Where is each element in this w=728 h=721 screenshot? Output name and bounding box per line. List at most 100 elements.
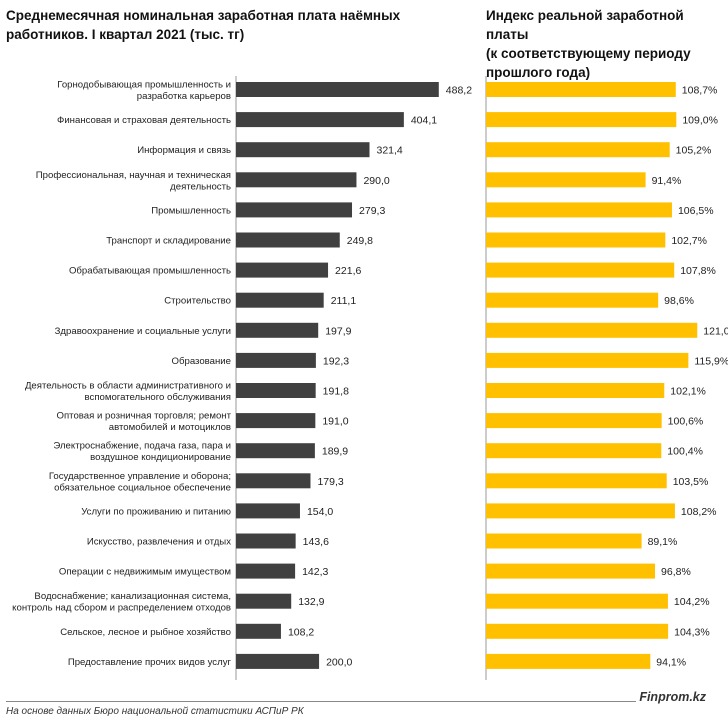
left-bar-value: 142,3 [302,566,328,578]
right-bars-group: 108,7% 109,0% 105,2% 91,4% 106,5% 102,7% 107,8… [486,82,728,669]
right-bar-value: 103,5% [673,476,709,488]
category-label: Промышленность [151,205,231,216]
left-bar [236,443,315,459]
right-bar-value: 108,7% [682,85,718,97]
category-label: Электроснабжение, подача газа, пара и воз… [53,441,231,464]
right-bar [486,473,667,489]
left-bar-value: 290,0 [363,175,389,187]
left-bar [236,383,316,398]
right-bar-value: 104,3% [674,626,710,638]
right-bar-value: 108,2% [681,506,717,518]
right-bar-value: 102,7% [671,235,707,247]
right-bar [486,503,675,519]
left-bar [236,503,300,519]
left-bar [236,112,404,128]
left-bar-value: 179,3 [317,476,343,488]
right-bar [486,142,670,158]
right-bar-value: 100,4% [667,446,703,458]
right-bar [486,563,656,579]
right-bar-value: 121,0% [703,325,728,337]
right-bar-value: 115,9% [694,355,728,367]
footer-divider [6,701,636,702]
bar-charts: 488,2 Горнодобывающая промышленность и раз… [12,76,728,680]
right-bar [486,202,672,218]
left-bar-value: 249,8 [347,235,373,247]
category-label: Искусство, развлечения и отдых [87,537,231,548]
left-bar [236,623,281,639]
left-bar-value: 108,2 [288,626,314,638]
left-bar-value: 189,9 [322,446,348,458]
right-bar [486,593,668,609]
left-bar-value: 132,9 [298,596,324,608]
right-bar [486,112,677,128]
category-label: Водоснабжение; канализационная система, к… [12,591,231,614]
source-note: На основе данных Бюро национальной стати… [6,706,304,717]
right-bar [486,262,675,278]
left-bar [236,533,296,549]
category-label: Транспорт и складирование [106,236,231,247]
left-bar-value: 211,1 [331,295,357,307]
right-bar [486,383,665,398]
left-bar [236,352,316,368]
category-label: Здравоохранение и социальные услуги [55,326,231,337]
left-bars-group: 488,2 Горнодобывающая промышленность и раз… [12,80,472,669]
right-bar [486,443,662,459]
left-bar [236,593,292,609]
right-bar-value: 94,1% [656,656,686,668]
left-bar-value: 143,6 [303,536,329,548]
left-bar [236,172,357,188]
category-label: Предоставление прочих видов услуг [68,657,232,668]
right-bar [486,232,666,248]
left-bar [236,202,353,218]
right-bar [486,413,662,429]
right-chart-title: Индекс реальной заработной платы (к соот… [486,8,691,80]
right-bar-value: 89,1% [648,536,678,548]
right-bar-value: 96,8% [661,566,691,578]
left-bar-value: 154,0 [307,506,333,518]
left-bar-value: 192,3 [323,355,349,367]
right-bar-value: 107,8% [680,265,716,277]
right-bar [486,623,669,639]
category-label: Информация и связь [137,145,231,156]
right-bar [486,352,689,368]
category-label: Обрабатывающая промышленность [69,266,231,277]
left-bar [236,413,316,429]
right-bar [486,172,646,188]
category-label: Оптовая и розничная торговля; ремонт авто… [57,411,232,434]
right-bar [486,292,659,308]
left-bar [236,322,319,338]
category-label: Финансовая и страховая деятельность [57,115,231,126]
left-bar-value: 488,2 [446,85,472,97]
right-bar-value: 100,6% [668,416,704,428]
right-bar [486,82,676,97]
left-bar-value: 404,1 [411,115,437,127]
left-bar-value: 191,0 [322,416,348,428]
left-bar-value: 197,9 [325,325,351,337]
category-label: Образование [172,356,231,367]
category-label: Операции с недвижимым имуществом [59,567,231,578]
right-bar-value: 106,5% [678,205,714,217]
right-bar-value: 91,4% [652,175,682,187]
right-bar-value: 105,2% [676,145,712,157]
right-bar-value: 98,6% [664,295,694,307]
left-bar [236,262,329,278]
right-bar-value: 104,2% [674,596,710,608]
left-bar [236,653,320,669]
left-bar-value: 279,3 [359,205,385,217]
category-label: Строительство [164,296,231,307]
category-label: Деятельность в области административного… [25,381,231,404]
category-label: Сельское, лесное и рыбное хозяйство [60,627,231,638]
left-chart-title: Среднемесячная номинальная заработная пл… [6,8,401,42]
left-bar [236,142,370,158]
category-label: Услуги по проживанию и питанию [81,506,231,517]
brand-logo: Finprom.kz [639,690,706,704]
left-bar [236,473,311,489]
left-bar-value: 191,8 [323,386,349,398]
left-bar [236,292,324,308]
left-bar-value: 321,4 [377,145,403,157]
left-bar [236,563,296,579]
right-bar [486,533,642,549]
left-bar [236,82,439,97]
category-label: Профессиональная, научная и техническая д… [36,170,231,193]
left-bar-value: 221,6 [335,265,361,277]
